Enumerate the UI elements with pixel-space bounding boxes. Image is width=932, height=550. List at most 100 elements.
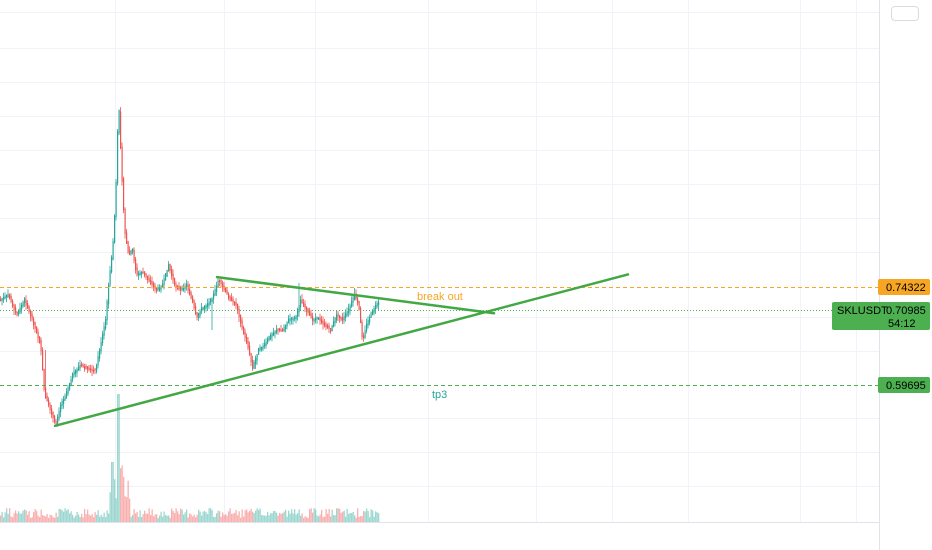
candle-body [247, 341, 249, 349]
candle-body [31, 313, 33, 320]
volume-bar [126, 497, 128, 522]
volume-bar [123, 476, 125, 522]
volume-bar [169, 517, 171, 522]
candle-body [141, 271, 143, 275]
candle-body [21, 304, 23, 310]
candle-body [120, 111, 122, 149]
candle-body [172, 273, 174, 281]
volume-bar [262, 515, 264, 522]
volume-bar [349, 512, 351, 522]
candle-body [168, 264, 170, 272]
candle-body [124, 208, 126, 234]
volume-bar [118, 394, 120, 522]
candle-body [262, 345, 264, 349]
volume-bar [339, 508, 341, 522]
volume-bar [18, 511, 20, 522]
candle-body [196, 312, 198, 318]
volume-bar [330, 516, 332, 522]
candle-body [130, 250, 132, 255]
volume-bar [340, 512, 342, 522]
volume-bar [31, 517, 33, 522]
volume-bar [78, 514, 80, 522]
candle-body [270, 334, 272, 340]
volume-bar [33, 512, 35, 522]
volume-bar [84, 508, 86, 522]
volume-bar [216, 513, 218, 522]
candle-body [156, 287, 158, 292]
candle-body [339, 315, 341, 319]
volume-bar [367, 511, 369, 522]
trendlines [53, 273, 630, 428]
candle-body [301, 299, 303, 304]
candle-body [190, 292, 192, 299]
candle-body [126, 232, 128, 244]
volume-bar [208, 508, 210, 522]
volume-bar [204, 510, 206, 522]
volume-bar [286, 516, 288, 522]
candle-body [370, 312, 372, 318]
chart-settings-button[interactable] [891, 6, 919, 21]
candle-body [135, 258, 137, 271]
candle-body [354, 294, 356, 301]
volume-bar [70, 511, 72, 522]
candle-body [145, 273, 147, 278]
candle-body [255, 357, 257, 365]
price-levels [0, 287, 879, 386]
volume-bar [124, 496, 126, 522]
volume-bar [22, 510, 24, 522]
candle-body [228, 293, 230, 299]
candle-body [64, 395, 66, 401]
candle-body [115, 181, 117, 218]
volume-bar [109, 492, 111, 522]
volume-bar [60, 509, 62, 522]
volume-bar [192, 516, 194, 522]
candle-body [234, 301, 236, 306]
volume-bar [177, 511, 179, 522]
candle-body [57, 416, 59, 425]
candle-body [309, 311, 311, 316]
volume-bar [229, 508, 231, 522]
volume-bar [103, 512, 105, 522]
volume-bar [49, 514, 51, 522]
volume-bar [61, 510, 63, 522]
candle-body [358, 301, 360, 310]
volume-bar [57, 516, 59, 522]
candle-body [367, 319, 369, 326]
candle-body [256, 354, 258, 361]
candle-body [88, 367, 90, 371]
volume-bar [214, 516, 216, 522]
volume-bar [120, 468, 122, 522]
candle-body [94, 368, 96, 371]
volume-bar [175, 508, 177, 522]
candle-body [193, 300, 195, 309]
volume-bar [63, 511, 65, 522]
candle-body [0, 298, 2, 301]
candle-body [144, 271, 146, 276]
candle-body [103, 326, 105, 336]
volume-bar [12, 517, 14, 522]
volume-bar [133, 509, 135, 522]
candle-body [96, 364, 98, 372]
candle-body [321, 319, 323, 324]
volume-bar [285, 509, 287, 522]
candle-body [246, 336, 248, 344]
candle-body [4, 295, 6, 299]
volume-bar [232, 513, 234, 522]
candle-body [102, 333, 104, 344]
volume-bar [55, 512, 57, 522]
candle-body [189, 288, 191, 296]
volume-bar [130, 516, 132, 522]
candle-body [165, 273, 167, 281]
volume-bar [52, 517, 54, 522]
candle-body [222, 282, 224, 288]
volume-bar [100, 514, 102, 522]
candle-body [93, 369, 95, 372]
volume-bar [255, 510, 257, 522]
candle-body [342, 317, 344, 321]
volume-bar [321, 509, 323, 522]
volume-bar [240, 517, 242, 522]
volume-bar [54, 517, 56, 522]
candle-body [331, 325, 333, 332]
candle-body [123, 178, 125, 211]
